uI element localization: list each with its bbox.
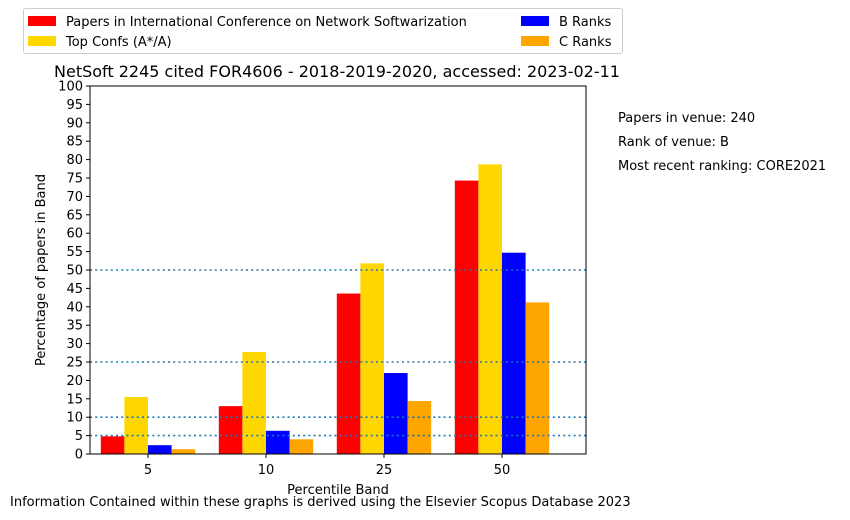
y-axis-label: Percentage of papers in Band [34,174,49,366]
bar-s3-c1 [289,439,314,454]
rank-of-venue-text: Rank of venue: B [618,135,729,150]
legend-entry-top-confs: Top Confs (A*/A) [28,35,172,50]
y-tick-label-5: 25 [66,356,83,371]
y-tick-label-7: 35 [66,319,83,334]
legend-entry-c-ranks: C Ranks [521,35,611,50]
y-tick-label-19: 95 [66,98,83,113]
bar-s1-c1 [242,352,266,454]
bar-s2-c1 [266,430,290,454]
y-tick-label-2: 10 [66,411,83,426]
bar-s0-c1 [218,406,243,454]
papers-in-venue-text: Papers in venue: 240 [618,111,756,126]
y-tick-label-3: 15 [66,392,83,407]
y-tick-label-0: 0 [75,448,83,463]
legend-label-venue: Papers in International Conference on Ne… [66,15,467,30]
y-tick-label-4: 20 [66,374,83,389]
x-tick-label-3: 50 [494,463,511,478]
y-tick-label-14: 70 [66,190,83,205]
bar-s0-c3 [454,180,479,454]
legend-label-c-ranks: C Ranks [559,35,612,50]
bar-s2-c0 [148,445,172,454]
y-tick-label-17: 85 [66,135,83,150]
bar-s1-c2 [360,263,384,454]
y-tick-label-8: 40 [66,300,83,315]
bar-s3-c2 [407,401,432,454]
chart-legend: Papers in International Conference on Ne… [23,8,623,54]
bar-s2-c2 [384,373,408,454]
y-tick-label-10: 50 [66,264,83,279]
legend-swatch-c-ranks [521,36,549,46]
legend-swatch-top-confs [28,36,56,46]
legend-swatch-b-ranks [521,16,549,26]
y-tick-label-15: 75 [66,172,83,187]
y-tick-label-11: 55 [66,245,83,260]
chart-title: NetSoft 2245 cited FOR4606 - 2018-2019-2… [54,62,620,81]
bar-s3-c3 [525,302,550,454]
bar-s1-c0 [124,396,148,454]
legend-label-top-confs: Top Confs (A*/A) [66,35,172,50]
x-axis: 5 10 25 50 [144,454,510,478]
x-tick-label-2: 25 [376,463,393,478]
footer-note: Information Contained within these graph… [10,495,631,510]
bar-s3-c0 [171,449,196,454]
legend-swatch-venue [28,16,56,26]
y-tick-label-6: 30 [66,337,83,352]
bar-s2-c3 [502,252,526,454]
y-tick-label-20: 100 [58,80,83,95]
most-recent-ranking-text: Most recent ranking: CORE2021 [618,159,827,174]
bar-group [100,164,550,454]
x-tick-label-0: 5 [144,463,152,478]
y-tick-label-1: 5 [75,429,83,444]
y-tick-label-13: 65 [66,208,83,223]
legend-label-b-ranks: B Ranks [559,15,612,30]
y-tick-label-18: 90 [66,116,83,131]
y-tick-label-12: 60 [66,227,83,242]
y-axis: 0 5 10 15 20 25 30 35 40 45 50 55 60 65 70 75 80 85 90 95 10… [58,80,90,463]
y-tick-label-16: 80 [66,153,83,168]
x-tick-label-1: 10 [258,463,275,478]
bar-s0-c2 [336,293,361,454]
legend-entry-b-ranks: B Ranks [521,15,611,30]
bar-s0-c0 [100,436,125,454]
x-axis-label: Percentile Band [287,483,389,498]
legend-entry-venue: Papers in International Conference on Ne… [28,15,467,30]
y-tick-label-9: 45 [66,282,83,297]
bar-s1-c3 [478,164,502,454]
